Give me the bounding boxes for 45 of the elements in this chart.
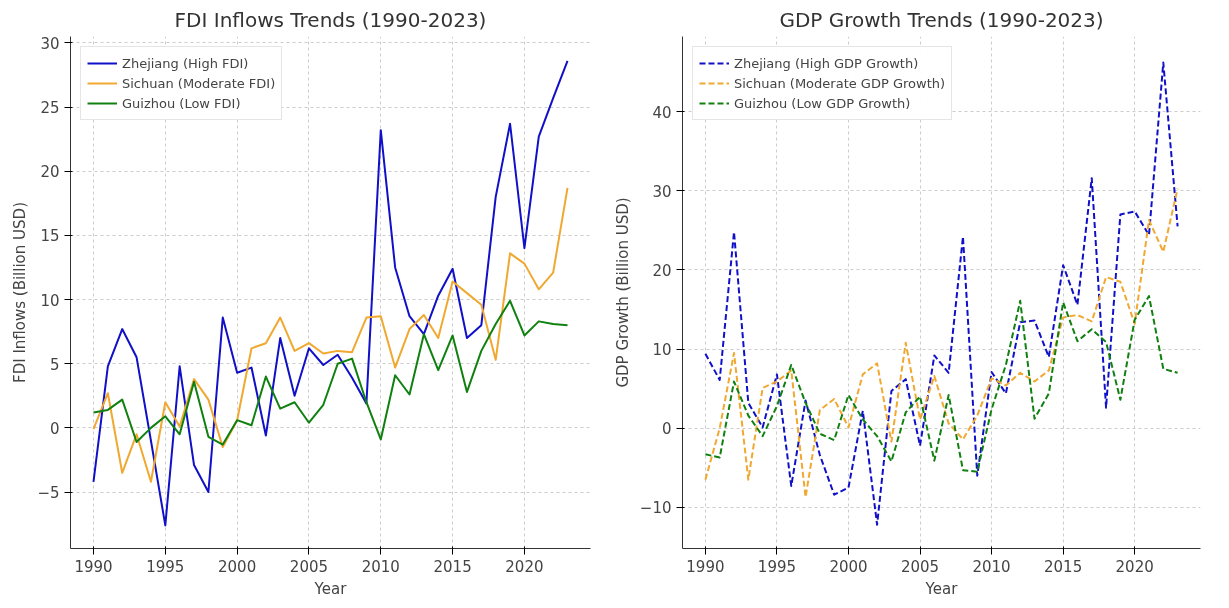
line-series [92, 59, 569, 527]
x-tick-label: 1995 [146, 557, 185, 576]
y-tick-label: 30 [40, 34, 60, 53]
x-axis-title: Year [924, 579, 959, 598]
y-tick-label: 30 [652, 182, 672, 201]
x-tick-label: 2000 [218, 557, 257, 576]
x-tick-label: 2020 [1115, 557, 1154, 576]
x-tick-label: 1990 [74, 557, 113, 576]
legend-label: Zhejiang (High FDI) [122, 55, 249, 71]
y-tick-label: 25 [40, 99, 60, 118]
legend-label: Guizhou (Low FDI) [122, 95, 241, 111]
y-tick-label: −5 [37, 484, 60, 503]
x-tick-label: 2005 [900, 557, 940, 576]
y-tick-label: 15 [40, 227, 60, 246]
legend-label: Guizhou (Low GDP Growth) [734, 95, 911, 111]
chart-title: FDI Inflows Trends (1990-2023) [174, 7, 487, 32]
y-tick-label: 20 [652, 261, 672, 280]
x-tick-label: 2005 [289, 557, 329, 576]
x-tick-label: 2015 [433, 557, 472, 576]
y-tick-label: 5 [49, 355, 60, 374]
legend-label: Zhejiang (High GDP Growth) [734, 55, 919, 71]
x-tick-label: 2020 [505, 557, 544, 576]
y-tick-label: 0 [661, 420, 672, 439]
x-tick-label: 1995 [757, 557, 797, 576]
x-axis-title: Year [313, 579, 348, 598]
line-series [92, 299, 569, 446]
legend-label: Sichuan (Moderate GDP Growth) [734, 75, 946, 91]
x-tick-label: 2010 [972, 557, 1011, 576]
y-tick-label: −10 [639, 499, 672, 518]
x-tick-label: 2015 [1044, 557, 1083, 576]
y-axis-title: FDI Inflows (Billion USD) [11, 202, 30, 383]
x-tick-label: 1990 [686, 557, 725, 576]
y-tick-label: 0 [49, 419, 60, 438]
y-tick-label: 10 [652, 341, 672, 360]
line-series [704, 295, 1179, 473]
y-tick-label: 10 [40, 291, 60, 310]
legend-label: Sichuan (Moderate FDI) [122, 75, 276, 91]
y-tick-label: 40 [652, 103, 672, 122]
x-tick-label: 2000 [829, 557, 868, 576]
line-series [704, 187, 1179, 499]
line-series [92, 186, 569, 483]
x-tick-label: 2010 [361, 557, 400, 576]
chart-title: GDP Growth Trends (1990-2023) [779, 7, 1104, 32]
y-tick-label: 20 [40, 163, 60, 182]
y-axis-title: GDP Growth (Billion USD) [613, 197, 632, 388]
